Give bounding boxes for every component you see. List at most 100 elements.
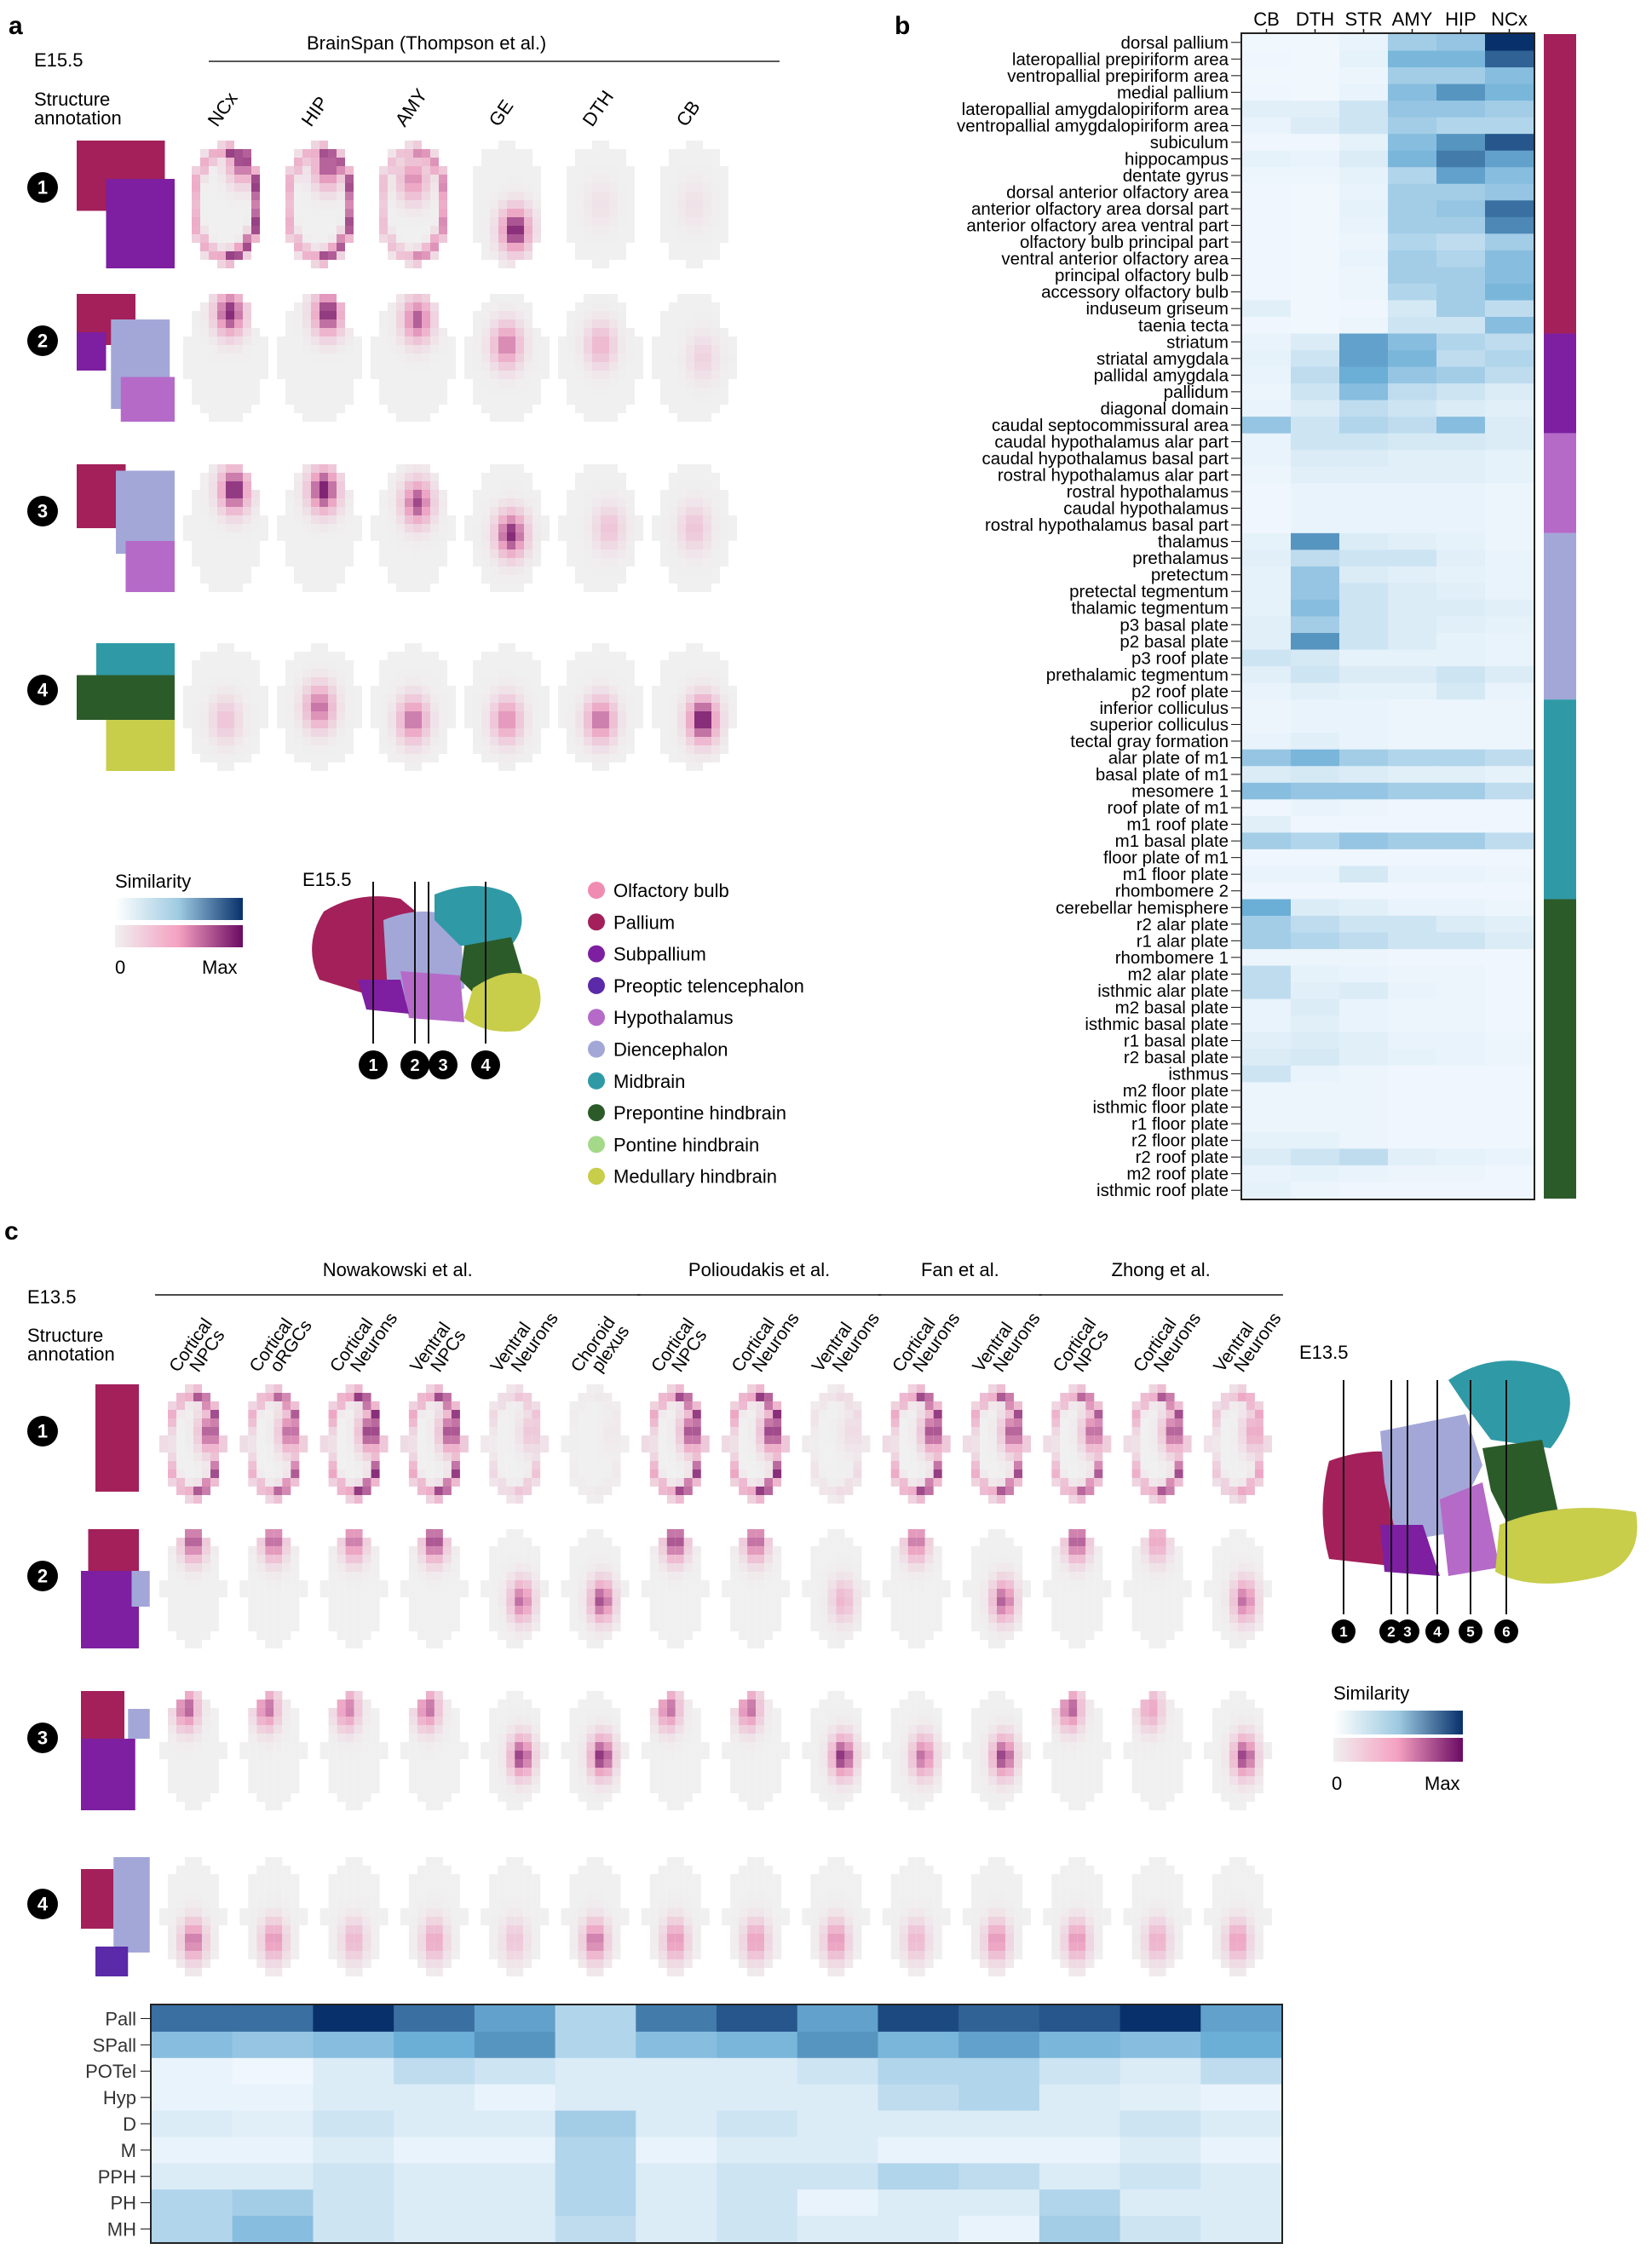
map-pixel (720, 336, 728, 345)
map-pixel (256, 1580, 266, 1589)
map-pixel (747, 1384, 757, 1393)
map-pixel (260, 336, 268, 345)
map-pixel (371, 1546, 380, 1555)
map-pixel (677, 354, 686, 362)
map-pixel (567, 345, 575, 354)
map-pixel (192, 660, 200, 669)
map-pixel (388, 711, 396, 720)
map-pixel (430, 371, 439, 379)
map-pixel (1166, 1478, 1175, 1487)
map-pixel (584, 175, 592, 183)
map-pixel (1254, 1452, 1263, 1461)
map-pixel (362, 1563, 371, 1572)
annotation-region (120, 377, 175, 422)
map-pixel (507, 234, 515, 243)
map-pixel (1237, 1495, 1246, 1504)
map-pixel (193, 1538, 202, 1546)
map-pixel (328, 413, 337, 422)
map-pixel (694, 354, 703, 362)
map-pixel (515, 1410, 524, 1418)
map-pixel (524, 302, 532, 311)
map-pixel (933, 1461, 942, 1470)
map-pixel (210, 1470, 219, 1478)
panel-b-heatmap-cell (1485, 83, 1534, 101)
panel-b-heatmap-cell (1242, 250, 1292, 267)
map-pixel (586, 1538, 596, 1546)
map-pixel (584, 549, 592, 558)
map-pixel (532, 549, 541, 558)
map-pixel (473, 669, 481, 677)
map-pixel (907, 1384, 917, 1393)
map-pixel (1174, 1452, 1183, 1461)
map-pixel (354, 1452, 363, 1461)
map-pixel (396, 200, 405, 209)
map-pixel (711, 158, 720, 166)
map-pixel (294, 711, 302, 720)
map-pixel (1254, 1444, 1263, 1452)
panel-b-heatmap-cell (1291, 932, 1340, 950)
map-pixel (473, 226, 481, 234)
map-pixel (592, 464, 601, 473)
panel-b-heatmap-cell (1388, 949, 1437, 967)
map-pixel (202, 1538, 210, 1546)
panel-b-heatmap-cell (1291, 516, 1340, 534)
panel-b-heatmap-cell (1339, 216, 1389, 234)
map-pixel (1246, 1487, 1255, 1495)
map-pixel (328, 1401, 337, 1410)
map-pixel (575, 660, 584, 669)
map-pixel (997, 1470, 1005, 1478)
map-pixel (567, 532, 575, 541)
map-pixel (379, 354, 388, 362)
map-pixel (459, 1435, 469, 1444)
map-pixel (603, 1435, 613, 1444)
map-pixel (379, 660, 388, 669)
map-pixel (764, 1461, 774, 1470)
map-pixel (337, 507, 345, 515)
map-pixel (200, 728, 209, 737)
map-pixel (434, 1538, 443, 1546)
map-pixel (677, 660, 686, 669)
map-pixel (234, 728, 243, 737)
map-pixel (192, 524, 200, 532)
map-pixel (988, 1418, 997, 1427)
map-pixel (291, 1555, 300, 1563)
map-pixel (524, 175, 532, 183)
map-pixel (649, 1444, 659, 1452)
map-pixel (226, 558, 234, 567)
panel-b-heatmap-cell (1436, 233, 1486, 251)
map-pixel (405, 209, 413, 217)
map-pixel (507, 498, 515, 507)
map-pixel (1157, 1461, 1166, 1470)
map-pixel (451, 1597, 460, 1606)
map-pixel (686, 669, 694, 677)
map-pixel (439, 200, 447, 209)
map-pixel (291, 1452, 300, 1461)
map-pixel (626, 388, 635, 396)
panel-b-heatmap-cell (1242, 532, 1292, 550)
map-pixel (442, 1427, 452, 1435)
map-pixel (260, 720, 268, 728)
map-pixel (328, 243, 337, 251)
map-pixel (396, 405, 405, 413)
map-pixel (234, 192, 243, 200)
map-pixel (354, 1631, 363, 1640)
map-pixel (677, 473, 686, 481)
map-pixel (592, 158, 601, 166)
map-pixel (686, 200, 694, 209)
map-pixel (417, 1487, 426, 1495)
map-pixel (660, 354, 669, 362)
map-pixel (649, 1546, 659, 1555)
map-pixel (202, 1444, 210, 1452)
panel-c-similarity-map (641, 1529, 710, 1648)
map-pixel (217, 728, 226, 737)
map-pixel (405, 567, 413, 575)
map-pixel (226, 328, 234, 336)
map-pixel (209, 498, 217, 507)
panel-b-heatmap-cell (1388, 583, 1437, 601)
map-pixel (311, 149, 319, 158)
map-pixel (609, 694, 618, 703)
panel-a-similarity-map (652, 294, 737, 422)
map-pixel (988, 1435, 997, 1444)
map-pixel (345, 379, 354, 388)
map-pixel (226, 532, 234, 541)
